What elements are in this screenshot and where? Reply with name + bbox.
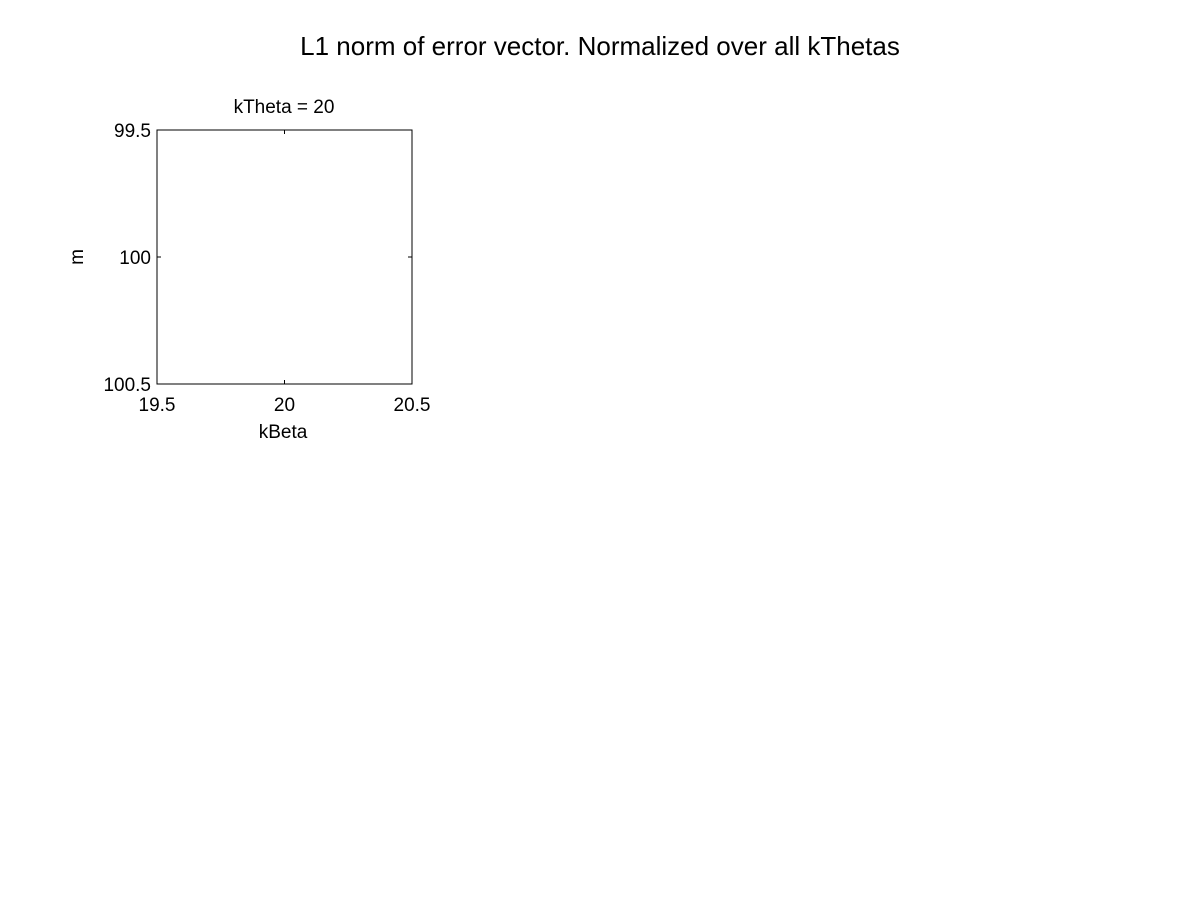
- axes-frame: [156, 129, 413, 385]
- x-tick-label: 20: [274, 395, 295, 416]
- x-axis-label: kBeta: [259, 422, 308, 443]
- y-tick-label: 100: [119, 248, 151, 269]
- x-tick-label: 20.5: [394, 395, 431, 416]
- figure-suptitle: L1 norm of error vector. Normalized over…: [300, 31, 900, 61]
- heatmap-cell: [157, 130, 412, 384]
- subplot-title: kTheta = 20: [234, 97, 335, 118]
- subplot-axes: 19.5 20 20.5 99.5 100 100.5 kTheta = 20 kBeta…: [67, 97, 430, 443]
- y-tick-label: 99.5: [114, 121, 151, 142]
- x-tick-label: 19.5: [139, 395, 176, 416]
- axis-ticks: 19.5 20 20.5 99.5 100 100.5: [103, 121, 430, 416]
- y-axis-label: m: [67, 249, 88, 265]
- y-tick-label: 100.5: [103, 375, 151, 396]
- heatmap-cells: [157, 130, 412, 384]
